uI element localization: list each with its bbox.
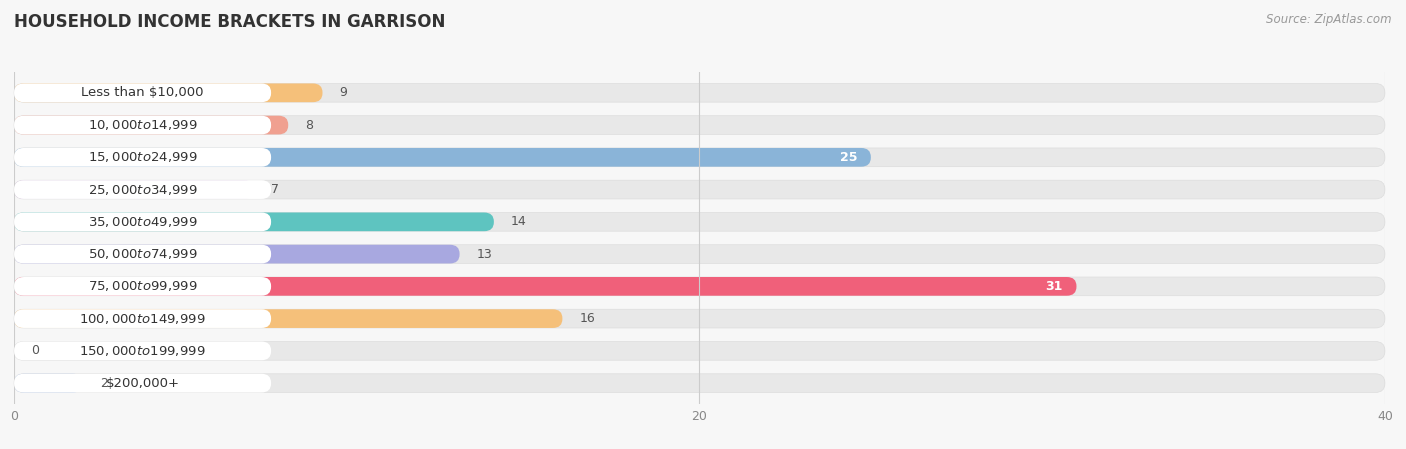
FancyBboxPatch shape: [14, 84, 322, 102]
Text: 8: 8: [305, 119, 314, 132]
Text: $35,000 to $49,999: $35,000 to $49,999: [87, 215, 197, 229]
FancyBboxPatch shape: [14, 374, 83, 392]
FancyBboxPatch shape: [14, 277, 271, 296]
Text: 31: 31: [1046, 280, 1063, 293]
Text: 13: 13: [477, 247, 492, 260]
Text: $150,000 to $199,999: $150,000 to $199,999: [79, 344, 205, 358]
Text: HOUSEHOLD INCOME BRACKETS IN GARRISON: HOUSEHOLD INCOME BRACKETS IN GARRISON: [14, 13, 446, 31]
FancyBboxPatch shape: [14, 212, 494, 231]
Text: $50,000 to $74,999: $50,000 to $74,999: [87, 247, 197, 261]
Text: $200,000+: $200,000+: [105, 377, 180, 390]
FancyBboxPatch shape: [14, 212, 271, 231]
FancyBboxPatch shape: [14, 309, 271, 328]
Text: $25,000 to $34,999: $25,000 to $34,999: [87, 183, 197, 197]
FancyBboxPatch shape: [14, 180, 1385, 199]
Text: 14: 14: [510, 216, 527, 229]
FancyBboxPatch shape: [14, 212, 1385, 231]
FancyBboxPatch shape: [14, 309, 562, 328]
FancyBboxPatch shape: [14, 374, 1385, 392]
FancyBboxPatch shape: [14, 245, 1385, 264]
Text: $15,000 to $24,999: $15,000 to $24,999: [87, 150, 197, 164]
FancyBboxPatch shape: [14, 342, 271, 360]
FancyBboxPatch shape: [14, 148, 870, 167]
Text: 16: 16: [579, 312, 595, 325]
FancyBboxPatch shape: [14, 342, 1385, 360]
FancyBboxPatch shape: [14, 180, 254, 199]
FancyBboxPatch shape: [14, 148, 1385, 167]
Text: $75,000 to $99,999: $75,000 to $99,999: [87, 279, 197, 293]
FancyBboxPatch shape: [14, 116, 288, 134]
FancyBboxPatch shape: [14, 309, 1385, 328]
FancyBboxPatch shape: [14, 116, 271, 134]
FancyBboxPatch shape: [14, 84, 271, 102]
Text: 25: 25: [839, 151, 858, 164]
Text: 0: 0: [31, 344, 39, 357]
Text: 9: 9: [340, 86, 347, 99]
Text: $100,000 to $149,999: $100,000 to $149,999: [79, 312, 205, 326]
FancyBboxPatch shape: [14, 277, 1385, 296]
FancyBboxPatch shape: [14, 245, 271, 264]
Text: $10,000 to $14,999: $10,000 to $14,999: [87, 118, 197, 132]
FancyBboxPatch shape: [14, 84, 1385, 102]
FancyBboxPatch shape: [14, 374, 271, 392]
FancyBboxPatch shape: [14, 180, 271, 199]
Text: Source: ZipAtlas.com: Source: ZipAtlas.com: [1267, 13, 1392, 26]
FancyBboxPatch shape: [14, 148, 271, 167]
FancyBboxPatch shape: [14, 116, 1385, 134]
Text: 7: 7: [271, 183, 280, 196]
Text: Less than $10,000: Less than $10,000: [82, 86, 204, 99]
Text: 2: 2: [100, 377, 108, 390]
FancyBboxPatch shape: [14, 277, 1077, 296]
FancyBboxPatch shape: [14, 245, 460, 264]
